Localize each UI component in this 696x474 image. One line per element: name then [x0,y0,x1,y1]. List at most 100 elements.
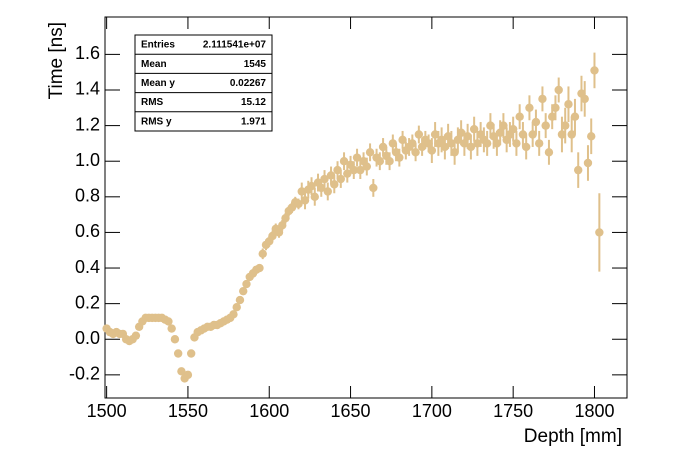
data-point [255,263,264,273]
x-tick-label: 1500 [87,401,127,421]
data-point [417,142,427,152]
y-tick-label: 0.8 [75,186,100,206]
data-point [365,148,375,157]
data-point [388,139,398,148]
data-point [447,139,456,148]
data-point [235,295,245,305]
data-point [460,139,469,148]
data-point [427,146,437,155]
data-point [278,221,287,230]
data-point [486,121,495,130]
data-point [320,174,329,184]
data-point [310,192,319,202]
data-point [167,324,176,333]
data-point [554,85,563,95]
y-tick-label: 1.2 [75,114,100,134]
data-point [333,165,342,175]
data-point [495,128,505,137]
data-point [336,174,345,184]
data-point [583,158,593,168]
data-point [424,139,433,148]
data-point [453,135,463,145]
data-point [294,199,303,209]
data-point [232,303,241,312]
data-point [307,181,316,191]
data-point [414,130,424,139]
data-point [239,286,248,296]
x-tick-label: 1650 [331,401,371,421]
data-point [398,135,407,145]
data-point [534,139,544,148]
y-tick-label: 1.6 [75,43,100,63]
stats-box: Entries 2.111541e+07 Mean 1545 Mean y 0.02267… [134,34,273,132]
x-tick-label: 1550 [168,401,208,421]
data-point [164,317,173,326]
y-tick-label: -0.2 [69,364,100,384]
data-point [499,121,508,130]
x-tick-label: 1700 [412,401,452,421]
data-point [521,142,531,152]
x-tick-label: 1800 [574,401,614,421]
data-point [343,169,352,178]
data-point [323,187,332,196]
x-axis-title: Depth [mm] [524,426,622,447]
data-point [378,142,388,152]
data-point [186,349,196,358]
data-point [574,165,583,175]
data-point [466,142,476,152]
data-point [450,148,459,157]
data-point [339,157,349,166]
data-point [587,132,596,141]
data-point [258,249,267,258]
data-point [326,171,336,180]
data-point [492,139,502,148]
x-tick-label: 1750 [493,401,533,421]
data-point [515,112,524,121]
data-point [469,124,479,134]
data-point [173,349,183,358]
data-point [473,139,482,148]
data-point [352,153,362,162]
data-point [170,335,180,344]
y-tick-label: 0.0 [75,328,100,348]
data-point [595,228,604,237]
stats-frame [134,34,273,132]
y-tick-label: 0.6 [75,221,100,241]
stats-value: 2.111541e+07 [203,40,267,51]
data-point [489,132,498,141]
data-point [300,196,310,205]
data-point [369,183,378,193]
data-point [408,139,417,148]
data-point [580,94,589,104]
data-point [531,117,541,127]
data-point [330,180,339,189]
data-point [430,130,440,139]
y-tick-label: 0.2 [75,292,100,312]
data-point [551,103,560,112]
data-point [356,165,365,175]
data-point [512,139,521,148]
data-point [274,228,284,237]
data-point [349,165,359,175]
data-point [440,142,450,152]
y-tick-label: 1.0 [75,150,100,170]
data-point [508,124,518,134]
data-point [561,121,570,130]
data-point [281,213,290,223]
data-point [177,367,186,376]
data-point [317,183,326,193]
data-point [131,331,141,340]
data-point [557,130,567,139]
data-point [443,132,453,141]
stats-label: Mean y [141,78,175,89]
data-point [528,130,537,139]
data-point [456,128,466,137]
data-point [411,148,420,157]
data-point [463,132,472,141]
data-point [538,94,547,104]
data-point [482,139,492,148]
stats-value: 1545 [244,59,267,70]
data-point [268,231,277,241]
